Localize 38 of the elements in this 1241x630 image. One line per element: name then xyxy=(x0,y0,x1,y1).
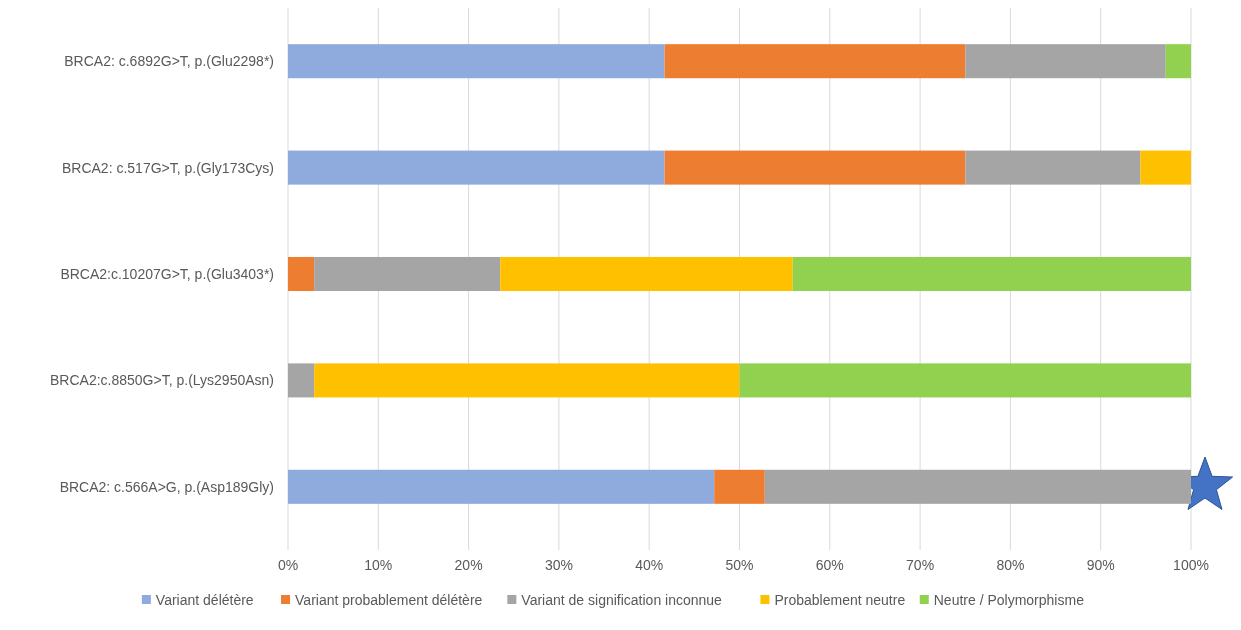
bar xyxy=(288,44,665,79)
bar xyxy=(500,256,793,292)
bar xyxy=(314,256,501,292)
bar xyxy=(1165,44,1191,79)
legend-label: Neutre / Polymorphisme xyxy=(933,592,1085,608)
legend-label: Variant de signification inconnue xyxy=(521,592,723,608)
bar xyxy=(288,150,665,185)
x-tick-label: 10% xyxy=(364,557,393,573)
bar xyxy=(314,363,740,398)
legend-label: Probablement neutre xyxy=(774,592,906,608)
bar xyxy=(739,363,1191,398)
x-tick-label: 80% xyxy=(996,557,1025,573)
x-tick-label: 0% xyxy=(277,557,299,573)
x-tick-label: 50% xyxy=(725,557,754,573)
x-tick-label: 40% xyxy=(635,557,664,573)
x-tick-label: 90% xyxy=(1086,557,1115,573)
y-tick-label: BRCA2: c.517G>T, p.(Gly173Cys) xyxy=(61,159,274,176)
bar xyxy=(965,150,1141,185)
legend-label: Variant délétère xyxy=(155,592,254,608)
bar xyxy=(1140,150,1191,185)
x-tick-label: 20% xyxy=(454,557,483,573)
bar xyxy=(664,150,966,185)
bar xyxy=(664,44,966,79)
y-tick-label: BRCA2: c.6892G>T, p.(Glu2298*) xyxy=(64,53,274,70)
bar xyxy=(288,363,315,398)
y-tick-label: BRCA2:c.10207G>T, p.(Glu3403*) xyxy=(60,265,274,282)
y-tick-label: BRCA2: c.566A>G, p.(Asp189Gly) xyxy=(59,478,274,495)
bar xyxy=(288,256,315,292)
legend-label: Variant probablement délétère xyxy=(295,592,483,608)
bar xyxy=(792,256,1191,292)
bar xyxy=(288,469,715,504)
x-tick-label: 100% xyxy=(1173,557,1209,573)
y-tick-label: BRCA2:c.8850G>T, p.(Lys2950Asn) xyxy=(50,372,274,389)
bar xyxy=(714,469,765,504)
x-tick-label: 60% xyxy=(815,557,844,573)
x-tick-label: 70% xyxy=(906,557,935,573)
bar xyxy=(965,44,1166,79)
x-tick-label: 30% xyxy=(544,557,573,573)
